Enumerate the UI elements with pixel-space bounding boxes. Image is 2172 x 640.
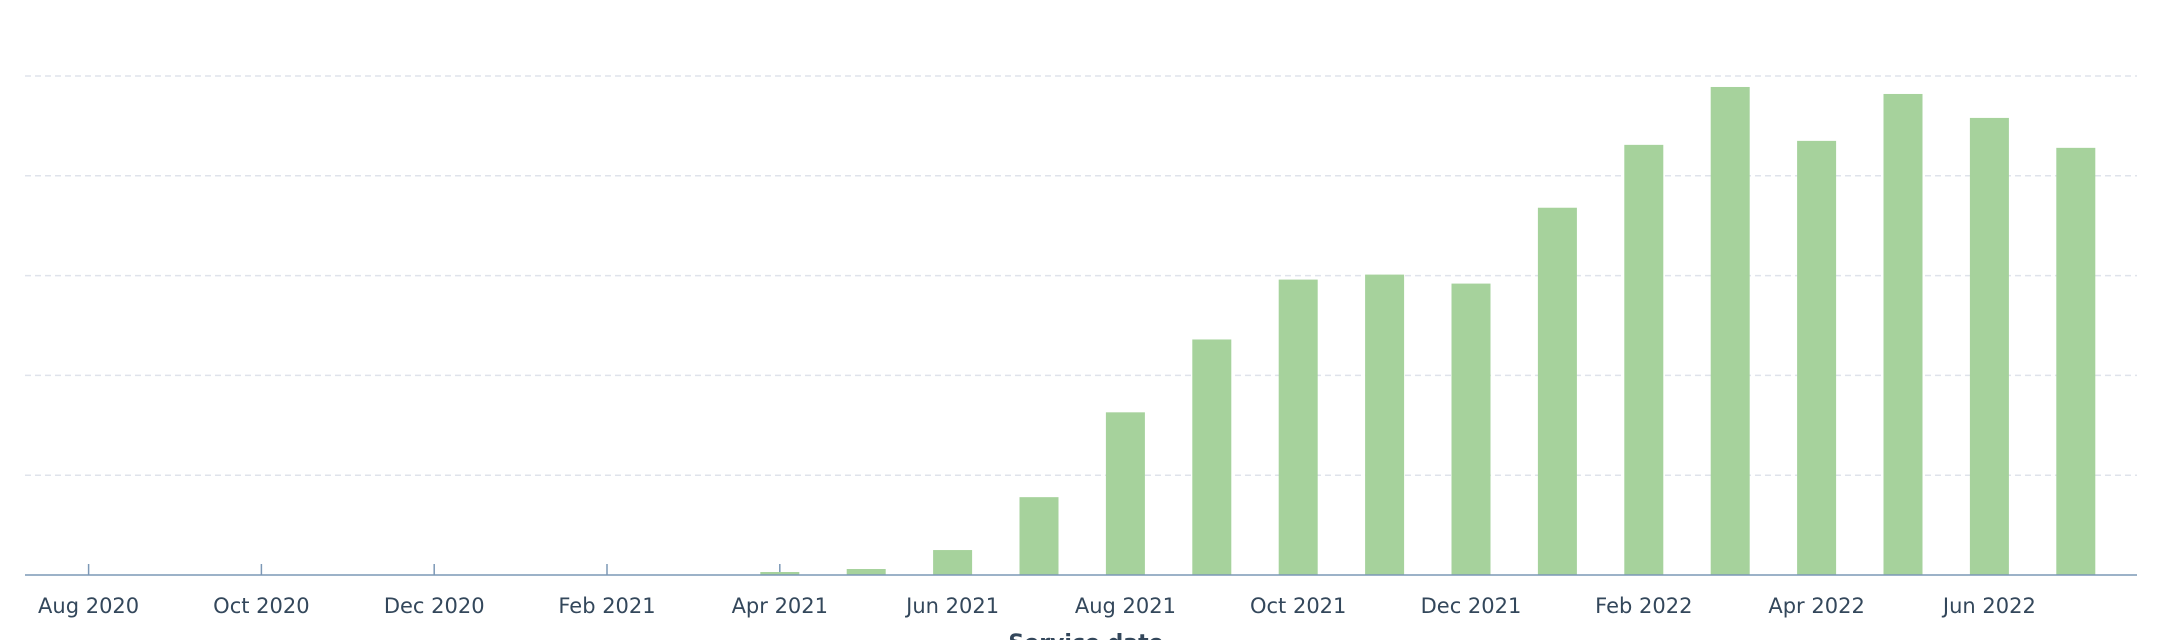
bar bbox=[933, 550, 973, 575]
bar bbox=[1624, 144, 1664, 575]
bar bbox=[1105, 412, 1145, 575]
bar bbox=[846, 569, 886, 575]
bar bbox=[1451, 283, 1491, 575]
x-tick-label: Jun 2021 bbox=[904, 594, 999, 618]
x-tick-label: Apr 2022 bbox=[1768, 594, 1864, 618]
x-tick-label: Dec 2020 bbox=[384, 594, 485, 618]
x-tick-label: Dec 2021 bbox=[1421, 594, 1522, 618]
x-axis-title: Service date bbox=[1008, 631, 1163, 640]
bar bbox=[1365, 274, 1405, 575]
bar bbox=[1537, 207, 1577, 575]
x-tick-label: Feb 2022 bbox=[1595, 594, 1692, 618]
bar bbox=[1797, 140, 1837, 575]
bar bbox=[1192, 339, 1232, 575]
x-tick-label: Aug 2021 bbox=[1075, 594, 1176, 618]
bar bbox=[1969, 117, 2009, 575]
x-tick-label: Jun 2022 bbox=[1941, 594, 2036, 618]
bar bbox=[760, 572, 800, 575]
x-tick-label: Aug 2020 bbox=[38, 594, 139, 618]
x-tick-label: Apr 2021 bbox=[732, 594, 828, 618]
bar bbox=[1883, 93, 1923, 576]
bar bbox=[2056, 147, 2096, 575]
bar bbox=[1278, 279, 1318, 575]
x-tick-label: Oct 2020 bbox=[213, 594, 309, 618]
x-tick-label: Oct 2021 bbox=[1250, 594, 1346, 618]
x-tick-label: Feb 2021 bbox=[558, 594, 655, 618]
bar bbox=[1710, 86, 1750, 575]
bar bbox=[1019, 497, 1059, 575]
